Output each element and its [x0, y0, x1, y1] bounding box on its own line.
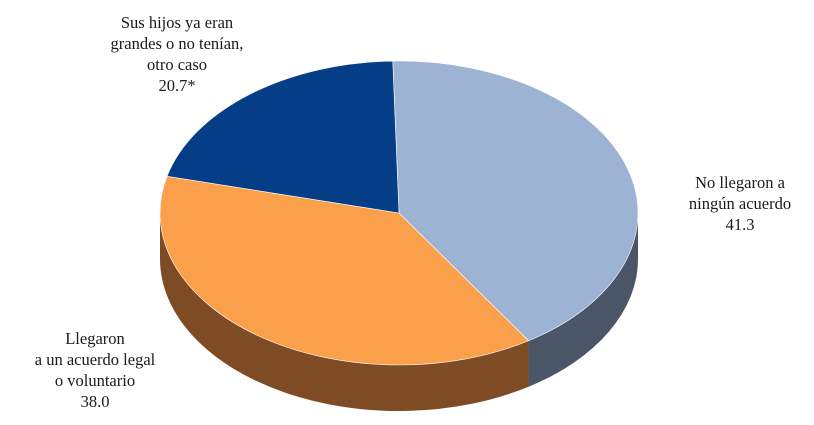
slice-label-acuerdo: Llegaron a un acuerdo legal o voluntario…: [0, 328, 190, 412]
slice-label-line: otro caso: [146, 55, 208, 74]
slice-label-line: No llegaron a: [695, 173, 785, 192]
slice-value-label: 41.3: [725, 215, 755, 234]
slice-label-no-acuerdo: No llegaron a ningún acuerdo 41.3: [650, 172, 814, 235]
pie-side-1: [160, 213, 529, 412]
pie-sides: [160, 213, 638, 412]
slice-label-line: grandes o no tenían,: [110, 34, 244, 53]
slice-label-otro-caso: Sus hijos ya eran grandes o no tenían, o…: [62, 12, 292, 96]
pie-slices: [159, 60, 639, 366]
slice-value-label: 38.0: [80, 392, 110, 411]
pie-side-0: [528, 213, 638, 387]
slice-label-line: a un acuerdo legal: [34, 350, 156, 369]
slice-label-line: ningún acuerdo: [688, 194, 792, 213]
slice-label-line: Sus hijos ya eran: [120, 13, 234, 32]
slice-label-line: o voluntario: [54, 371, 136, 390]
pie-slice-0: [392, 60, 639, 342]
pie-slice-1: [159, 175, 530, 366]
slice-value-label: 20.7*: [158, 76, 196, 95]
pie-slice-2: [166, 60, 400, 214]
slice-label-line: Llegaron: [65, 329, 125, 348]
